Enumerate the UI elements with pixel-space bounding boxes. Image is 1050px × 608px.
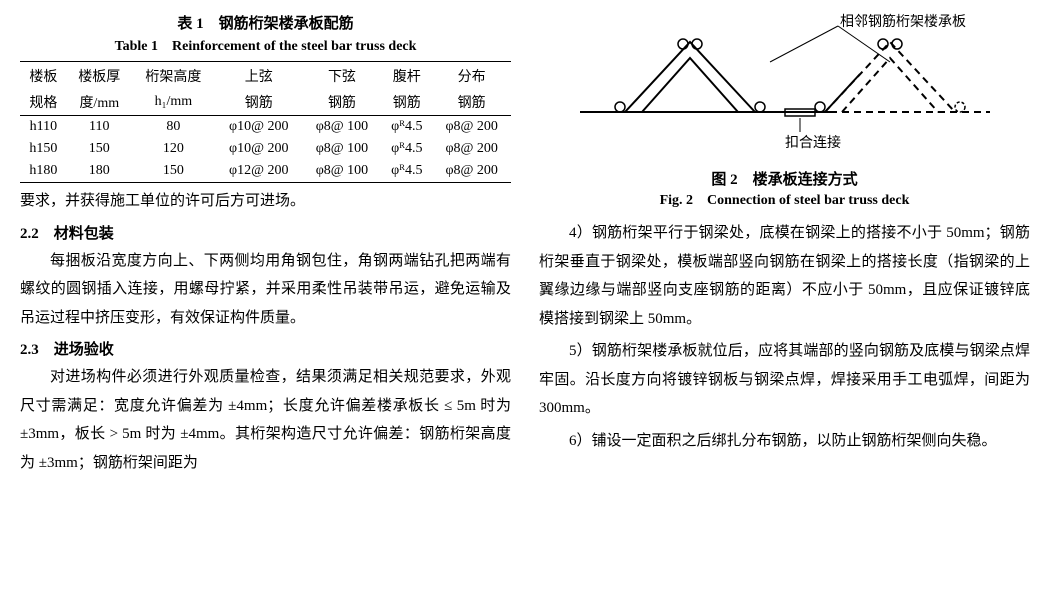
td: φ8@ 200	[432, 160, 511, 183]
td: φ8@ 200	[432, 116, 511, 139]
heading-2-3: 2.3 进场验收	[20, 338, 511, 359]
td: 150	[132, 160, 215, 183]
page-two-column: 表 1 钢筋桁架楼承板配筋 Table 1 Reinforcement of t…	[20, 12, 1030, 481]
heading-2-2: 2.2 材料包装	[20, 222, 511, 243]
td: φ10@ 200	[215, 138, 303, 160]
th: 桁架高度	[132, 62, 215, 90]
td: φᴿ4.5	[381, 138, 432, 160]
td: h150	[20, 138, 67, 160]
figure-2: 相邻钢筋桁架楼承板	[539, 12, 1030, 162]
table-head-row-1: 楼板 楼板厚 桁架高度 上弦 下弦 腹杆 分布	[20, 62, 511, 90]
right-column: 相邻钢筋桁架楼承板	[539, 12, 1030, 481]
td: φ8@ 200	[432, 138, 511, 160]
th: 上弦	[215, 62, 303, 90]
table-caption-en: Table 1 Reinforcement of the steel bar t…	[20, 35, 511, 55]
td: 150	[67, 138, 132, 160]
th: 分布	[432, 62, 511, 90]
reinforcement-table: 楼板 楼板厚 桁架高度 上弦 下弦 腹杆 分布 规格 度/mm h₁/mm 钢筋…	[20, 61, 511, 183]
td: 80	[132, 116, 215, 139]
td: φ10@ 200	[215, 116, 303, 139]
td: h110	[20, 116, 67, 139]
left-column: 表 1 钢筋桁架楼承板配筋 Table 1 Reinforcement of t…	[20, 12, 511, 481]
th: h₁/mm	[132, 89, 215, 116]
fig-caption-cn: 图 2 楼承板连接方式	[539, 168, 1030, 189]
th: 下弦	[303, 62, 382, 90]
th: 钢筋	[432, 89, 511, 116]
td: φ8@ 100	[303, 138, 382, 160]
th: 腹杆	[381, 62, 432, 90]
td: φᴿ4.5	[381, 160, 432, 183]
td: h180	[20, 160, 67, 183]
para-4: 4）钢筋桁架平行于钢梁处，底模在钢梁上的搭接不小于 50mm；钢筋桁架垂直于钢梁…	[539, 219, 1030, 333]
td: φ8@ 100	[303, 160, 382, 183]
fig-caption-en: Fig. 2 Connection of steel bar truss dec…	[539, 189, 1030, 209]
td: φᴿ4.5	[381, 116, 432, 139]
td: φ12@ 200	[215, 160, 303, 183]
th: 楼板厚	[67, 62, 132, 90]
th: 规格	[20, 89, 67, 116]
table-head-row-2: 规格 度/mm h₁/mm 钢筋 钢筋 钢筋 钢筋	[20, 89, 511, 116]
th: 楼板	[20, 62, 67, 90]
table-row: h150 150 120 φ10@ 200 φ8@ 100 φᴿ4.5 φ8@ …	[20, 138, 511, 160]
td: 120	[132, 138, 215, 160]
table-row: h180 180 150 φ12@ 200 φ8@ 100 φᴿ4.5 φ8@ …	[20, 160, 511, 183]
fig-label-top: 相邻钢筋桁架楼承板	[840, 13, 966, 30]
para-continue: 要求，并获得施工单位的许可后方可进场。	[20, 187, 511, 216]
table-row: h110 110 80 φ10@ 200 φ8@ 100 φᴿ4.5 φ8@ 2…	[20, 116, 511, 139]
para-6: 6）铺设一定面积之后绑扎分布钢筋，以防止钢筋桁架侧向失稳。	[539, 427, 1030, 456]
td: 110	[67, 116, 132, 139]
para-2-2: 每捆板沿宽度方向上、下两侧均用角钢包住，角钢两端钻孔把两端有螺纹的圆钢插入连接，…	[20, 247, 511, 333]
truss-deck-diagram: 相邻钢筋桁架楼承板	[570, 12, 1000, 162]
table-caption-cn: 表 1 钢筋桁架楼承板配筋	[20, 12, 511, 33]
th: 钢筋	[381, 89, 432, 116]
td: φ8@ 100	[303, 116, 382, 139]
fig-label-bottom: 扣合连接	[785, 134, 841, 151]
td: 180	[67, 160, 132, 183]
para-5: 5）钢筋桁架楼承板就位后，应将其端部的竖向钢筋及底模与钢梁点焊牢固。沿长度方向将…	[539, 337, 1030, 423]
para-2-3: 对进场构件必须进行外观质量检查，结果须满足相关规范要求，外观尺寸需满足：宽度允许…	[20, 363, 511, 477]
th: 钢筋	[215, 89, 303, 116]
th: 钢筋	[303, 89, 382, 116]
th: 度/mm	[67, 89, 132, 116]
